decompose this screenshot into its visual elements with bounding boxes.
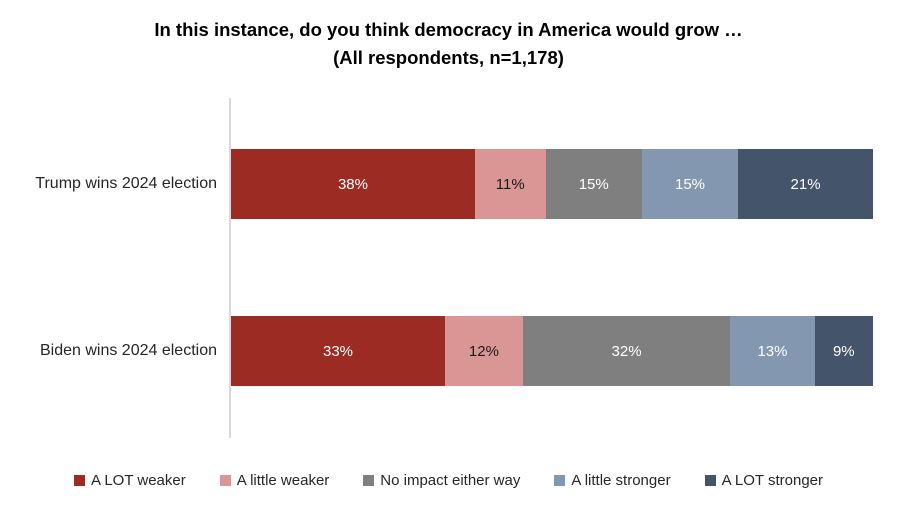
data-label: 38% <box>337 175 368 193</box>
data-label: 21% <box>790 175 821 193</box>
legend-label: A little weaker <box>236 471 330 489</box>
legend: A LOT weaker A little weaker No impact eit… <box>0 466 897 494</box>
bar-segment: 32% <box>522 316 731 386</box>
legend-swatch-icon <box>363 474 375 486</box>
legend-swatch-icon <box>73 474 85 486</box>
legend-label: A LOT stronger <box>721 471 824 489</box>
data-label: 32% <box>611 342 642 360</box>
legend-swatch-icon <box>704 474 716 486</box>
bar-segment: 11% <box>474 149 546 219</box>
legend-item: A LOT weaker <box>73 471 186 489</box>
bar-row: Trump wins 2024 election 38% 11% 15% 15% 21% <box>0 149 873 219</box>
plot-area: Trump wins 2024 election 38% 11% 15% 15% 21% B… <box>0 98 897 438</box>
data-label: 15% <box>674 175 706 193</box>
data-label: 9% <box>832 342 855 360</box>
legend-item: A little stronger <box>554 471 671 489</box>
legend-item: A LOT stronger <box>704 471 824 489</box>
data-label: 12% <box>468 342 499 360</box>
category-label: Biden wins 2024 election <box>39 342 217 359</box>
legend-swatch-icon <box>219 474 231 486</box>
category-label: Trump wins 2024 election <box>35 175 217 192</box>
data-label: 33% <box>322 342 354 360</box>
chart-title: In this instance, do you think democracy… <box>154 19 743 40</box>
legend-label: A little stronger <box>571 471 671 489</box>
bar-segment: 12% <box>445 316 523 386</box>
bar-segment: 21% <box>738 149 873 219</box>
bar-segment: 15% <box>545 149 642 219</box>
stacked-bar: 38% 11% 15% 15% 21% <box>231 149 873 219</box>
y-axis-line <box>229 98 231 438</box>
stacked-bar: 33% 12% 32% 13% 9% <box>231 316 873 386</box>
legend-label: No impact either way <box>380 471 521 489</box>
data-label: 15% <box>578 175 609 193</box>
legend-label: A LOT weaker <box>90 471 186 489</box>
chart-subtitle: (All respondents, n=1,178) <box>333 46 564 68</box>
bar-row: Biden wins 2024 election 33% 12% 32% 13% 9% <box>0 316 873 386</box>
chart-title-block: In this instance, do you think democracy… <box>0 16 897 72</box>
data-label: 13% <box>757 342 788 360</box>
data-label: 11% <box>495 175 525 193</box>
legend-item: No impact either way <box>363 472 520 489</box>
legend-swatch-icon <box>554 474 566 486</box>
bar-segment: 15% <box>641 149 739 219</box>
bar-segment: 38% <box>231 149 475 219</box>
legend-item: A little weaker <box>219 471 330 489</box>
bar-segment: 33% <box>231 316 445 386</box>
bar-segment: 9% <box>814 316 873 386</box>
bar-segment: 13% <box>730 316 815 386</box>
